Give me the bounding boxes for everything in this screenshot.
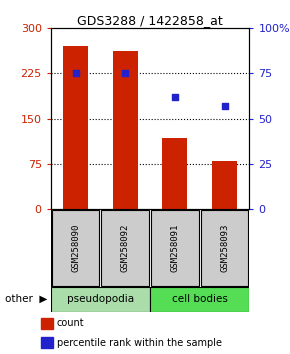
Text: pseudopodia: pseudopodia: [67, 294, 134, 304]
Text: GSM258092: GSM258092: [121, 224, 130, 272]
Point: [73, 70, 78, 76]
Text: GSM258091: GSM258091: [171, 224, 180, 272]
Title: GDS3288 / 1422858_at: GDS3288 / 1422858_at: [77, 14, 223, 27]
Point: [173, 94, 177, 100]
Text: percentile rank within the sample: percentile rank within the sample: [57, 338, 222, 348]
Bar: [51, 287, 150, 312]
Bar: [41, 337, 53, 348]
Point: [222, 103, 227, 109]
Bar: [113, 51, 138, 209]
Bar: [102, 210, 149, 286]
Text: other  ▶: other ▶: [6, 294, 48, 304]
Bar: [63, 46, 88, 209]
Bar: [150, 287, 249, 312]
Text: GSM258090: GSM258090: [71, 224, 80, 272]
Text: GSM258093: GSM258093: [220, 224, 229, 272]
Bar: [212, 161, 237, 209]
Bar: [52, 210, 99, 286]
Bar: [201, 210, 249, 286]
Bar: [162, 138, 187, 209]
Bar: [151, 210, 199, 286]
Point: [123, 70, 128, 76]
Text: cell bodies: cell bodies: [172, 294, 228, 304]
Bar: [41, 318, 53, 329]
Text: count: count: [57, 318, 84, 329]
